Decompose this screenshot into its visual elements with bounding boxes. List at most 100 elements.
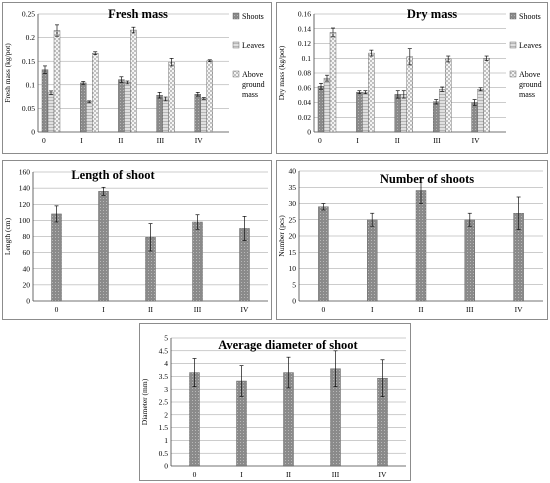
bar xyxy=(91,52,99,133)
x-tick-label: I xyxy=(240,470,243,479)
bar xyxy=(438,89,446,133)
x-tick-label: III xyxy=(466,305,474,314)
y-tick-label: 5 xyxy=(292,280,296,289)
bar xyxy=(394,94,402,133)
y-tick-label: 2 xyxy=(164,410,168,419)
number-of-shoots-chart-panel: 0 5 10 15 20 25 30 35 40 Number (pcs) Number of sh… xyxy=(276,160,548,320)
legend-label: Leaves xyxy=(519,41,542,50)
bar xyxy=(79,82,87,133)
legend-label: Leaves xyxy=(242,41,265,50)
chart-title: Dry mass xyxy=(407,7,457,21)
average-diameter-chart-panel: 0 0.5 1 1.5 2 2.5 3 3.5 4 4.5 5 Diameter (mm) Averag… xyxy=(139,323,411,481)
x-tick-label: IV xyxy=(472,136,480,145)
y-tick-label: 0.06 xyxy=(298,83,311,92)
y-tick-label: 25 xyxy=(289,215,297,224)
x-tick-label: III xyxy=(157,136,165,145)
y-tick-label: 160 xyxy=(19,168,31,177)
y-tick-label: 10 xyxy=(289,264,297,273)
y-tick-label: 35 xyxy=(289,183,297,192)
y-tick-label: 2.5 xyxy=(159,398,169,407)
chart-title: Average diameter of shoot xyxy=(218,338,358,352)
legend-label: Above ground mass xyxy=(242,70,265,99)
chart-title: Number of shoots xyxy=(380,172,474,186)
bar xyxy=(366,219,378,302)
x-tick-label: II xyxy=(148,305,153,314)
x-tick-label: IV xyxy=(515,305,523,314)
x-tick-label: I xyxy=(356,136,359,145)
bar xyxy=(53,30,61,133)
y-tick-label: 15 xyxy=(289,248,297,257)
x-tick-label: III xyxy=(194,305,202,314)
y-tick-label: 140 xyxy=(19,184,31,193)
y-tick-label: 0.14 xyxy=(298,24,311,33)
x-tick-label: 0 xyxy=(193,470,197,479)
legend-label: Above ground mass xyxy=(519,70,542,99)
y-tick-label: 0.1 xyxy=(302,54,312,63)
bar xyxy=(406,56,414,133)
fresh-chart-svg: 0 0.05 0.1 0.15 0.2 0.25 Fresh mass (kg/pot) Fr… xyxy=(3,7,265,145)
x-tick-label: II xyxy=(118,136,123,145)
y-axis-label: Diameter (mm) xyxy=(140,378,149,425)
chart-title: Length of shoot xyxy=(71,168,155,182)
y-tick-label: 0 xyxy=(307,128,311,137)
bar xyxy=(130,29,137,133)
y-tick-label: 40 xyxy=(23,264,31,273)
bar xyxy=(323,77,331,133)
y-tick-label: 0.02 xyxy=(298,113,311,122)
y-tick-label: 40 xyxy=(289,167,297,176)
bar xyxy=(329,32,337,133)
y-tick-label: 3 xyxy=(164,385,168,394)
x-tick-label: II xyxy=(419,305,424,314)
y-tick-label: 0 xyxy=(292,297,296,306)
y-tick-label: 120 xyxy=(19,200,31,209)
bar xyxy=(51,213,62,302)
x-tick-label: IV xyxy=(241,305,249,314)
y-tick-label: 0.05 xyxy=(22,104,35,113)
bar xyxy=(98,191,109,302)
y-axis-label: Number (pcs) xyxy=(277,215,286,257)
bar xyxy=(464,219,476,302)
bar xyxy=(192,221,203,302)
y-axis-label: Length (cm) xyxy=(3,217,12,255)
legend-label: Shoots xyxy=(242,12,264,21)
bar xyxy=(368,52,375,133)
y-tick-label: 0.12 xyxy=(298,39,311,48)
y-tick-label: 4 xyxy=(164,359,168,368)
diameter-chart-svg: 0 0.5 1 1.5 2 2.5 3 3.5 4 4.5 5 Diameter (mm) Averag… xyxy=(140,334,406,479)
bar xyxy=(317,86,325,133)
legend-swatch xyxy=(232,70,240,78)
y-tick-label: 60 xyxy=(23,248,31,257)
x-tick-label: 0 xyxy=(42,136,46,145)
y-tick-label: 20 xyxy=(289,232,297,241)
y-tick-label: 0.15 xyxy=(22,57,35,66)
y-tick-label: 80 xyxy=(23,232,31,241)
x-tick-label: IV xyxy=(379,470,387,479)
bar xyxy=(483,58,490,133)
bar xyxy=(47,92,55,133)
x-tick-label: 0 xyxy=(55,305,59,314)
y-tick-label: 0.5 xyxy=(159,449,169,458)
y-tick-label: 0 xyxy=(26,297,30,306)
x-tick-label: I xyxy=(102,305,105,314)
bar xyxy=(200,98,208,133)
legend-swatch xyxy=(232,41,240,49)
y-tick-label: 30 xyxy=(289,199,297,208)
bar xyxy=(41,69,49,133)
y-tick-label: 1.5 xyxy=(159,423,169,432)
bar xyxy=(168,61,175,133)
x-tick-label: 0 xyxy=(318,136,322,145)
bar xyxy=(124,82,131,133)
y-axis-label: Dry mass (kg/pot) xyxy=(277,45,286,100)
number-chart-svg: 0 5 10 15 20 25 30 35 40 Number (pcs) Number of sh… xyxy=(277,167,543,314)
legend-swatch xyxy=(232,12,240,20)
x-tick-label: III xyxy=(332,470,340,479)
bar xyxy=(194,94,202,133)
bar xyxy=(156,94,163,133)
y-tick-label: 0.04 xyxy=(298,98,311,107)
legend-swatch xyxy=(509,41,517,49)
bar xyxy=(477,89,484,133)
y-tick-label: 0.08 xyxy=(298,69,311,78)
x-tick-label: I xyxy=(371,305,374,314)
y-tick-label: 0 xyxy=(164,462,168,471)
bar xyxy=(432,101,440,133)
